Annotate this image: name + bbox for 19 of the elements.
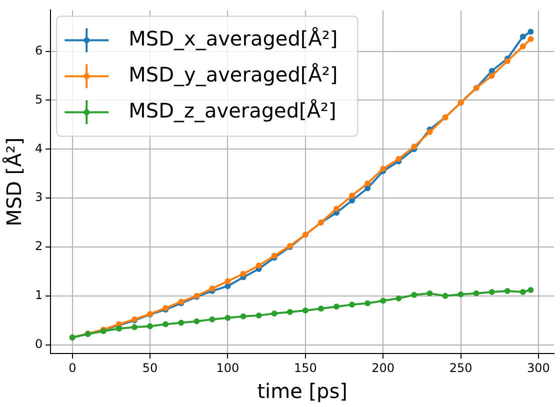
x-tick-label: 300 xyxy=(527,360,550,375)
y-tick-label: 5 xyxy=(34,92,43,106)
legend-label: MSD_y_averaged[Å²] xyxy=(128,62,338,86)
x-tick-label: 50 xyxy=(142,360,158,375)
x-tick-label: 0 xyxy=(68,360,76,375)
x-tick-label: 200 xyxy=(372,360,395,375)
x-tick-label: 250 xyxy=(449,360,472,375)
legend-label: MSD_z_averaged[Å²] xyxy=(128,98,336,122)
y-tick-label: 4 xyxy=(34,141,43,156)
y-tick-label: 0 xyxy=(34,336,43,351)
x-tick-label: 100 xyxy=(216,360,240,375)
y-axis-title: MSD [Å²] xyxy=(2,137,26,226)
legend-label: MSD_x_averaged[Å²] xyxy=(128,26,338,50)
x-axis-title: time [ps] xyxy=(257,379,348,404)
y-tick-label: 1 xyxy=(34,288,43,302)
y-tick-label: 3 xyxy=(34,190,43,204)
x-tick-label: 150 xyxy=(294,360,317,375)
y-tick-label: 2 xyxy=(34,239,43,254)
y-tick-label: 6 xyxy=(34,43,43,58)
